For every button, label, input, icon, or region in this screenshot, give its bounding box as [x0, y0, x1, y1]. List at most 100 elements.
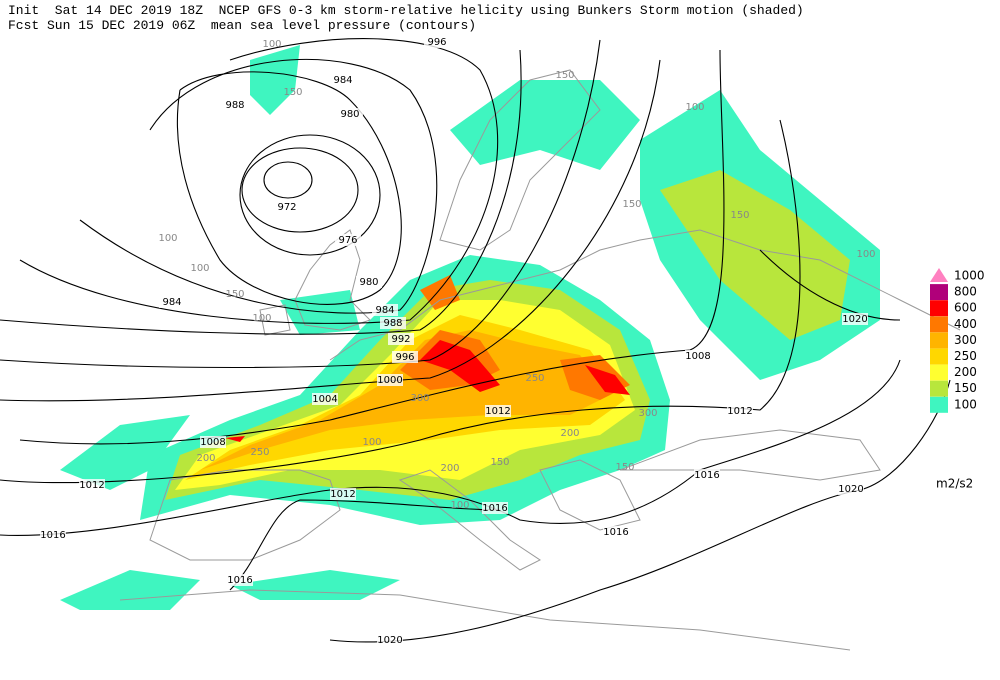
helicity-label: 150 [283, 87, 302, 98]
helicity-area [60, 570, 200, 610]
isobar-label: 976 [338, 235, 357, 246]
header-line: Fcst Sun 15 DEC 2019 06Z mean sea level … [8, 18, 476, 33]
helicity-area [450, 80, 640, 170]
isobar-label: 1016 [227, 575, 252, 586]
legend-unit: m2/s2 [936, 477, 973, 491]
isobar-label: 984 [375, 305, 394, 316]
helicity-area [660, 170, 850, 340]
isobar-label: 1012 [79, 480, 104, 491]
label-backdrop [227, 574, 253, 586]
helicity-label: 100 [262, 39, 281, 50]
label-backdrop [603, 526, 629, 538]
label-backdrop [356, 276, 382, 288]
helicity-label: 100 [856, 249, 875, 260]
isobar-label: 1020 [842, 314, 867, 325]
helicity-label: 100 [450, 500, 469, 511]
legend-label: 400 [954, 317, 977, 331]
legend-swatch [930, 332, 948, 349]
isobar-label: 1012 [330, 489, 355, 500]
legend-label: 250 [954, 349, 977, 363]
legend-label: 1000 [954, 269, 985, 283]
label-backdrop [330, 488, 356, 500]
helicity-label: 100 [685, 102, 704, 113]
helicity-label: 300 [638, 408, 657, 419]
helicity-label: 150 [225, 289, 244, 300]
isobar-label: 1004 [312, 394, 337, 405]
legend-label: 300 [954, 333, 977, 347]
helicity-label: 200 [196, 453, 215, 464]
isobar-label: 1016 [40, 530, 65, 541]
isobar-label: 1000 [377, 375, 402, 386]
isobar-label: 972 [277, 202, 296, 213]
label-backdrop [159, 296, 185, 308]
label-backdrop [842, 313, 868, 325]
label-backdrop [312, 393, 338, 405]
helicity-label: 200 [440, 463, 459, 474]
isobar-label: 996 [427, 37, 446, 48]
isobar-label: 1020 [377, 635, 402, 646]
label-backdrop [377, 374, 403, 386]
label-backdrop [335, 234, 361, 246]
label-backdrop [380, 317, 406, 329]
helicity-label: 150 [490, 457, 509, 468]
helicity-area [230, 570, 400, 600]
isobar-label: 992 [391, 334, 410, 345]
legend-swatch [930, 268, 948, 282]
legend-swatch [930, 396, 948, 413]
legend: m2/s2 1000 800 600 400 300 250 200 150 100 [930, 268, 985, 491]
isobar-label: 996 [395, 352, 414, 363]
helicity-label: 250 [525, 373, 544, 384]
isobar-label: 1008 [685, 351, 710, 362]
isobar-label: 984 [333, 75, 352, 86]
isobar-label: 980 [359, 277, 378, 288]
legend-label: 200 [954, 365, 977, 379]
legend-label: 150 [954, 381, 977, 395]
label-backdrop [40, 529, 66, 541]
legend-swatch [930, 380, 948, 397]
label-backdrop [337, 108, 363, 120]
label-backdrop [388, 333, 414, 345]
isobar-label: 1016 [694, 470, 719, 481]
label-backdrop [685, 350, 711, 362]
label-backdrop [222, 99, 248, 111]
label-backdrop [482, 502, 508, 514]
isobar-label: 988 [225, 100, 244, 111]
label-backdrop [727, 405, 753, 417]
legend-swatch [930, 284, 948, 301]
helicity-label: 150 [555, 70, 574, 81]
helicity-label: 300 [410, 393, 429, 404]
legend-label: 100 [954, 397, 977, 411]
label-backdrop [200, 436, 226, 448]
helicity-area [585, 365, 630, 395]
helicity-label: 100 [190, 263, 209, 274]
helicity-label: 150 [615, 462, 634, 473]
label-backdrop [274, 201, 300, 213]
helicity-area [225, 436, 245, 442]
isobar-label: 1016 [482, 503, 507, 514]
label-backdrop [377, 634, 403, 646]
legend-swatch [930, 300, 948, 317]
isobar-label: 1012 [485, 406, 510, 417]
label-backdrop [694, 469, 720, 481]
isobar-label: 1020 [838, 484, 863, 495]
isobar-label: 1008 [200, 437, 225, 448]
isobar-label: 984 [162, 297, 181, 308]
isobar-label: 980 [340, 109, 359, 120]
isobar-label: 1012 [727, 406, 752, 417]
legend-swatch [930, 316, 948, 333]
helicity-label: 100 [362, 437, 381, 448]
isobars [0, 38, 951, 643]
label-backdrop [330, 74, 356, 86]
helicity-label: 100 [252, 313, 271, 324]
label-backdrop [79, 479, 105, 491]
helicity-label: 150 [622, 199, 641, 210]
legend-swatch [930, 348, 948, 365]
helicity-shading [60, 45, 880, 610]
helicity-area [200, 330, 610, 470]
label-backdrop [485, 405, 511, 417]
legend-label: 800 [954, 285, 977, 299]
helicity-label: 250 [250, 447, 269, 458]
helicity-area [250, 45, 300, 115]
helicity-label: 150 [730, 210, 749, 221]
